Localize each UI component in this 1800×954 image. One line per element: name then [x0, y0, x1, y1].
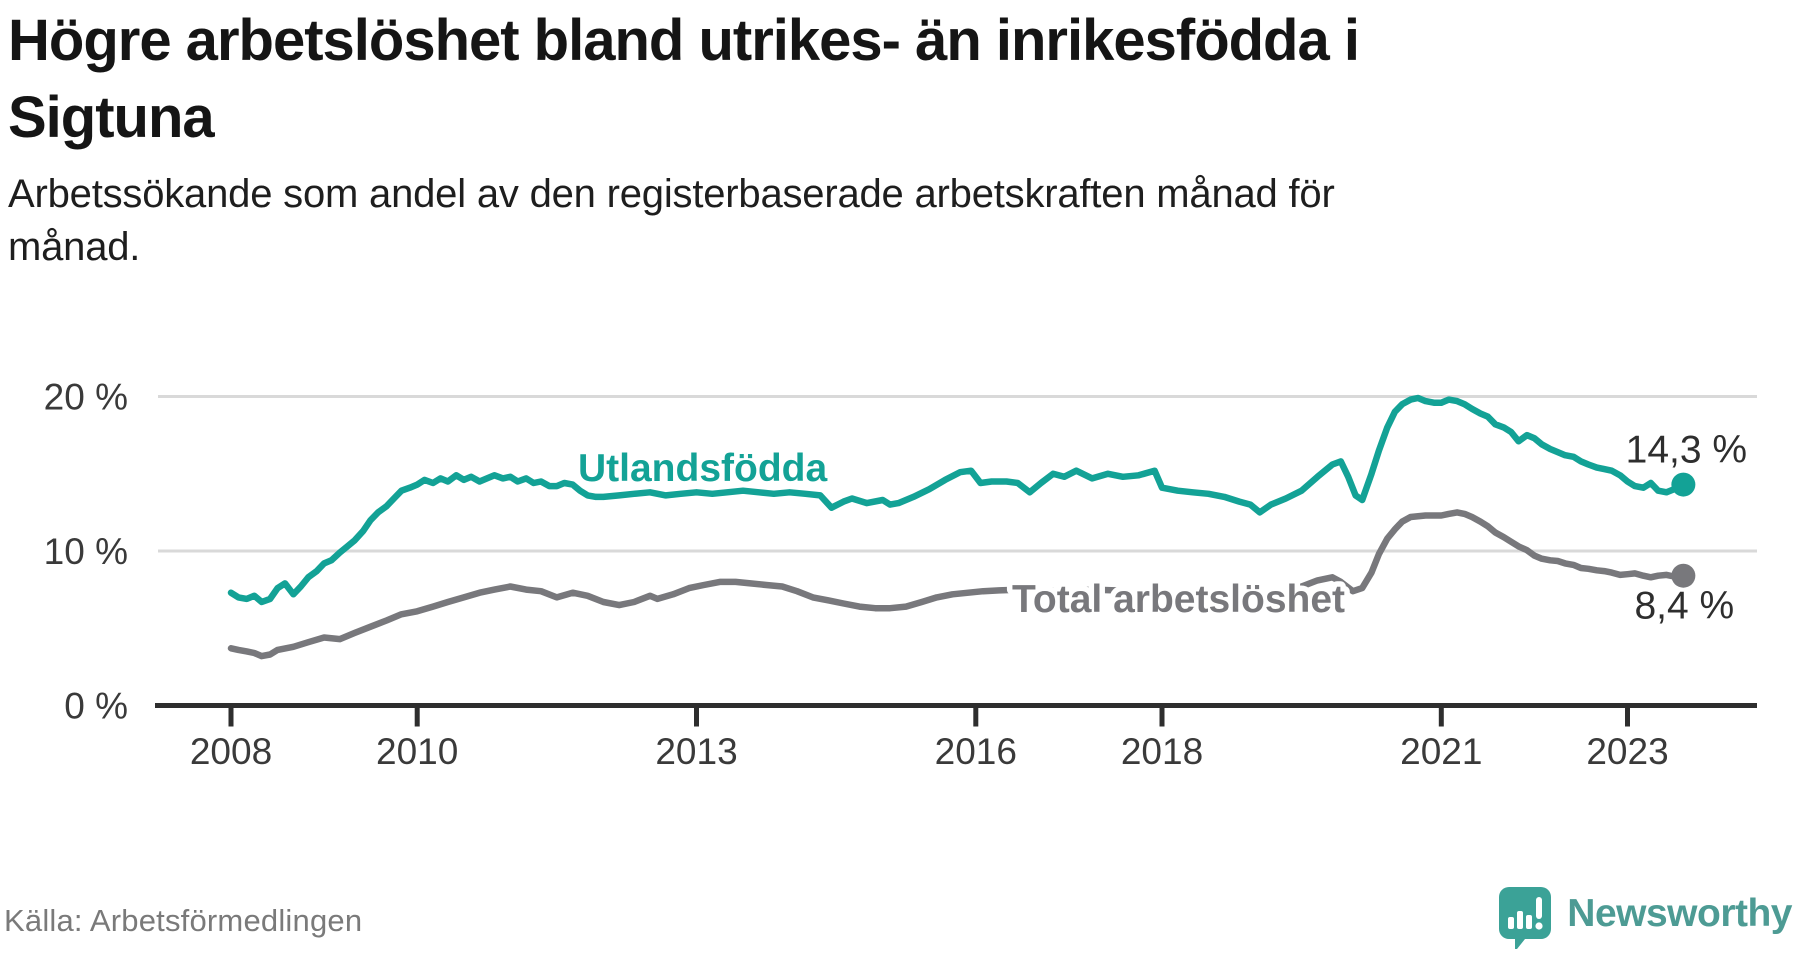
y-tick-label-0: 0 %	[64, 686, 128, 727]
x-tick-label-2018: 2018	[1121, 731, 1203, 772]
series-line-total	[227, 509, 1687, 660]
chart-title-line2: Sigtuna	[8, 85, 215, 150]
series-line-utlandsfodda	[227, 394, 1687, 606]
chart-title: Högre arbetslöshet bland utrikes- än inr…	[8, 2, 1360, 156]
chart-subtitle: Arbetssökande som andel av den registerb…	[8, 168, 1335, 274]
x-tick-label-2023: 2023	[1586, 731, 1668, 772]
x-tick-label-2010: 2010	[376, 731, 458, 772]
end-dot-total	[1671, 563, 1696, 588]
source-note: Källa: Arbetsförmedlingen	[4, 903, 363, 938]
chart-subtitle-line1: Arbetssökande som andel av den registerb…	[8, 172, 1335, 216]
brand-name: Newsworthy	[1567, 892, 1792, 935]
x-tick-label-2016: 2016	[935, 731, 1017, 772]
y-tick-label-20: 20 %	[44, 377, 128, 418]
x-tick-label-2013: 2013	[655, 731, 737, 772]
end-value-label-total: 8,4 %	[1634, 585, 1734, 628]
end-dot-utlandsfodda	[1671, 472, 1696, 497]
brand-lockup: Newsworthy	[1499, 884, 1792, 954]
x-tick-label-2021: 2021	[1400, 731, 1482, 772]
series-label-total: Total arbetslöshet	[1012, 578, 1345, 621]
chart-title-line1: Högre arbetslöshet bland utrikes- än inr…	[8, 8, 1360, 73]
series-label-utlandsfodda: Utlandsfödda	[578, 447, 827, 490]
chart-subtitle-line2: månad.	[8, 225, 141, 269]
y-tick-label-10: 10 %	[44, 531, 128, 572]
bar-chart-speech-bubble-icon	[1499, 887, 1552, 954]
end-value-label-utlandsfodda: 14,3 %	[1626, 429, 1747, 472]
x-tick-label-2008: 2008	[190, 731, 272, 772]
